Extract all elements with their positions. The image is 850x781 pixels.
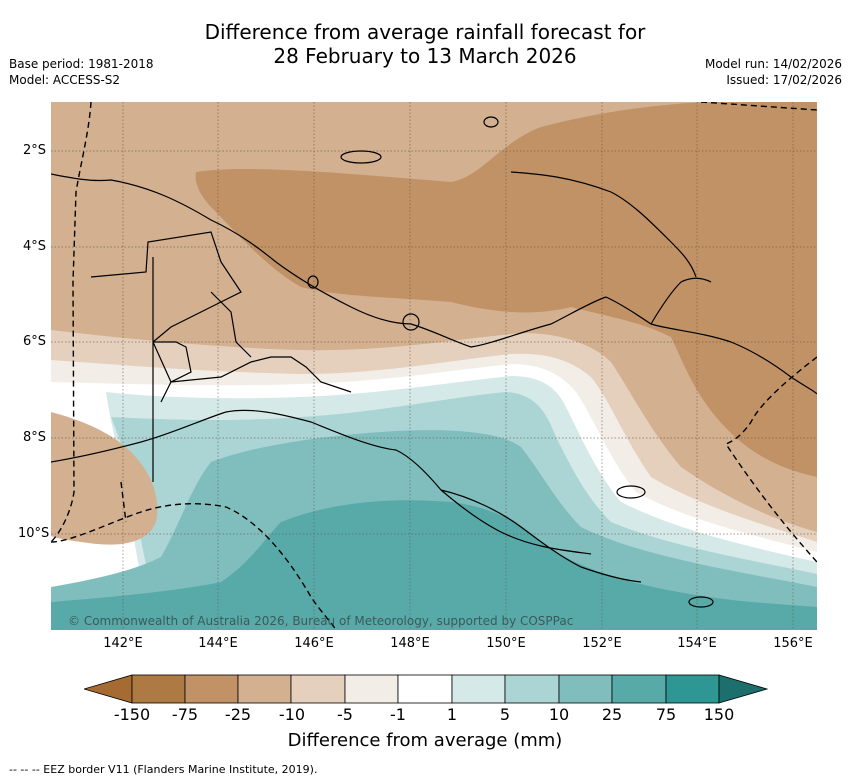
colorbar-segment (290, 674, 346, 704)
graticule (51, 102, 817, 630)
rainfall-map (51, 102, 817, 630)
lat-tick: 2°S (22, 143, 46, 158)
colorbar-segment (451, 674, 506, 704)
map-title: Difference from average rainfall forecas… (0, 20, 850, 68)
zone-dry-75-north (195, 102, 817, 477)
colorbar-segment (184, 674, 239, 704)
colorbar (84, 674, 768, 704)
lon-tick: 154°E (677, 636, 717, 651)
colorbar-label: 150 (703, 705, 735, 724)
colorbar-label: -5 (337, 705, 353, 724)
colorbar-segment (131, 674, 186, 704)
lon-tick: 150°E (486, 636, 526, 651)
coastlines (51, 116, 817, 608)
colorbar-segment (397, 674, 453, 704)
colorbar-segment (611, 674, 667, 704)
lon-tick: 152°E (582, 636, 622, 651)
eez-legend: -- -- -- EEZ border V11 (Flanders Marine… (9, 763, 318, 776)
colorbar-label: 25 (601, 705, 623, 724)
colorbar-label: -1 (390, 705, 406, 724)
colorbar-arrow-left (84, 674, 133, 704)
colorbar-label: -150 (113, 705, 151, 724)
base-period: Base period: 1981-2018 (9, 57, 154, 71)
colorbar-label: -75 (171, 705, 199, 724)
zone-dry-west (51, 412, 158, 545)
copyright-text: © Commonwealth of Australia 2026, Bureau… (68, 614, 574, 628)
lon-tick: 144°E (198, 636, 238, 651)
colorbar-label: 1 (446, 705, 458, 724)
colorbar-title: Difference from average (mm) (287, 730, 563, 751)
colorbar-segment (344, 674, 399, 704)
issued-date: Issued: 17/02/2026 (726, 73, 842, 87)
title-line-1: Difference from average rainfall forecas… (204, 20, 646, 44)
eez-borders (51, 102, 817, 630)
model-name: Model: ACCESS-S2 (9, 73, 121, 87)
colorbar-arrow-right (718, 674, 768, 704)
model-run: Model run: 14/02/2026 (704, 57, 842, 71)
lat-tick: 10°S (18, 526, 50, 541)
colorbar-label: -10 (278, 705, 306, 724)
colorbar-label: 75 (655, 705, 677, 724)
title-line-2: 28 February to 13 March 2026 (273, 44, 577, 68)
zone-wet-25 (51, 500, 817, 630)
lat-tick: 8°S (22, 430, 46, 445)
colorbar-label: 10 (548, 705, 570, 724)
lon-tick: 142°E (103, 636, 143, 651)
lat-tick: 4°S (22, 239, 46, 254)
lon-tick: 148°E (390, 636, 430, 651)
lon-tick: 156°E (773, 636, 813, 651)
meta-left: Base period: 1981-2018 Model: ACCESS-S2 (9, 56, 154, 88)
colorbar-segment (237, 674, 292, 704)
meta-right: Model run: 14/02/2026 Issued: 17/02/2026 (705, 56, 842, 88)
lon-tick: 146°E (294, 636, 334, 651)
colorbar-label: 5 (499, 705, 511, 724)
colorbar-label: -25 (224, 705, 252, 724)
colorbar-segment (665, 674, 720, 704)
colorbar-segment (558, 674, 613, 704)
colorbar-segment (504, 674, 560, 704)
lat-tick: 6°S (22, 334, 46, 349)
